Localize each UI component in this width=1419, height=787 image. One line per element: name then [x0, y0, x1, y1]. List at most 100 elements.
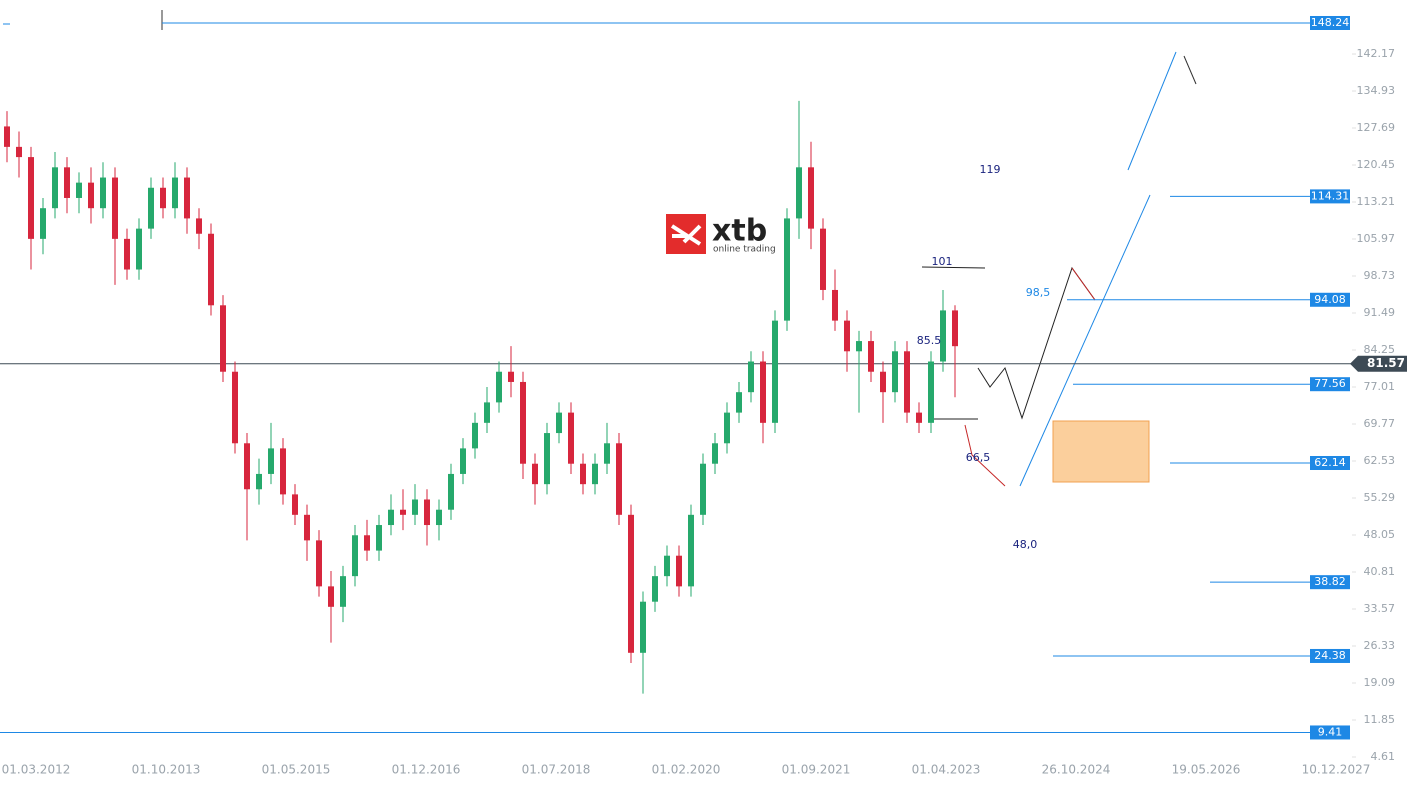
y-tick-label: 40.81 [1364, 565, 1396, 578]
x-tick-label: 19.05.2026 [1172, 763, 1241, 777]
candle-body [280, 448, 286, 495]
price-tag [1350, 355, 1407, 372]
level-box [1310, 725, 1350, 740]
level-box [1310, 189, 1350, 204]
candle-body [544, 433, 550, 485]
candle-body [160, 187, 166, 209]
annotation: 119 [980, 163, 1001, 176]
y-tick-label: 33.57 [1364, 602, 1396, 615]
x-tick-label: 01.05.2015 [262, 763, 331, 777]
candle-body [940, 310, 946, 362]
annotation: 101 [932, 255, 953, 268]
candle-body [52, 167, 58, 209]
x-tick-label: 01.02.2020 [652, 763, 721, 777]
target-zone [1052, 420, 1150, 483]
candle-body [352, 535, 358, 577]
y-tick-label: 113.21 [1357, 195, 1396, 208]
x-tick-label: 01.04.2023 [912, 763, 981, 777]
x-tick-label: 01.12.2016 [392, 763, 461, 777]
candle-body [880, 371, 886, 393]
level-box [1310, 292, 1350, 307]
annotation: 85.5 [917, 334, 942, 347]
candle-body [724, 412, 730, 444]
candle-body [364, 535, 370, 551]
candle-body [892, 351, 898, 393]
level-label: 24.38 [1314, 649, 1346, 662]
trend-line [1127, 51, 1177, 171]
candle-body [712, 443, 718, 464]
candle-body [736, 392, 742, 413]
candle-body [760, 361, 766, 423]
candle-body [496, 371, 502, 403]
candle-body [604, 443, 610, 464]
forecast-path [964, 424, 1006, 487]
candle-body [64, 167, 70, 198]
candle-body [580, 463, 586, 485]
candle-body [28, 157, 34, 239]
y-tick-label: 77.01 [1364, 380, 1396, 393]
candle-body [196, 218, 202, 234]
logo: xtb online trading [666, 214, 776, 255]
candle-body [100, 177, 106, 209]
level-box [1310, 575, 1350, 590]
candle-body [472, 422, 478, 449]
candle-body [424, 499, 430, 526]
candle-body [856, 341, 862, 352]
candle-body [532, 463, 538, 485]
candle-body [844, 320, 850, 352]
logo-x [670, 224, 702, 246]
candle-body [676, 555, 682, 587]
candle-body [664, 555, 670, 577]
forecast [921, 51, 1197, 487]
level-label: 94.08 [1314, 293, 1346, 306]
candle-body [376, 525, 382, 551]
candle-body [808, 167, 814, 229]
y-tick-label: 11.85 [1364, 713, 1396, 726]
trend-line [1183, 55, 1197, 85]
candle-body [208, 233, 214, 306]
candle-body [616, 443, 622, 515]
y-tick-label: 48.05 [1364, 528, 1396, 541]
annotation: 66,5 [966, 451, 991, 464]
level-label: 9.41 [1318, 725, 1343, 738]
candle-body [772, 320, 778, 423]
y-tick-label: 69.77 [1364, 417, 1396, 430]
level-box [1310, 15, 1350, 30]
y-tick-label: 120.45 [1357, 158, 1396, 171]
candle-body [184, 177, 190, 219]
candle-body [220, 305, 226, 372]
annotation: 48,0 [1013, 538, 1038, 551]
y-tick-label: 98.73 [1364, 269, 1396, 282]
candle-body [784, 218, 790, 321]
candle-body [400, 509, 406, 515]
y-tick-label: 4.61 [1371, 750, 1396, 763]
candle-body [268, 448, 274, 474]
y-tick-label: 127.69 [1357, 121, 1396, 134]
logo-text: xtb [712, 214, 767, 249]
candle-body [904, 351, 910, 413]
x-tick-label: 01.09.2021 [782, 763, 851, 777]
candle-body [832, 289, 838, 321]
candle-body [700, 463, 706, 515]
candle-body [448, 473, 454, 510]
level-mark [921, 266, 986, 269]
candle-body [556, 412, 562, 434]
candle-body [508, 371, 514, 382]
level-label: 62.14 [1314, 456, 1346, 469]
candle-body [916, 412, 922, 423]
candle-body [628, 514, 634, 653]
logo-tagline: online trading [713, 245, 776, 255]
candle-body [412, 499, 418, 515]
candle-body [640, 601, 646, 653]
candle-body [244, 443, 250, 490]
candle-body [124, 238, 130, 270]
candle-body [4, 126, 10, 147]
x-tick-label: 10.12.2027 [1302, 763, 1371, 777]
candle-body [652, 576, 658, 602]
candle-body [316, 540, 322, 587]
level-label: 38.82 [1314, 575, 1346, 588]
candle-body [136, 228, 142, 270]
forecast-path [1071, 267, 1096, 301]
candle-body [436, 509, 442, 526]
